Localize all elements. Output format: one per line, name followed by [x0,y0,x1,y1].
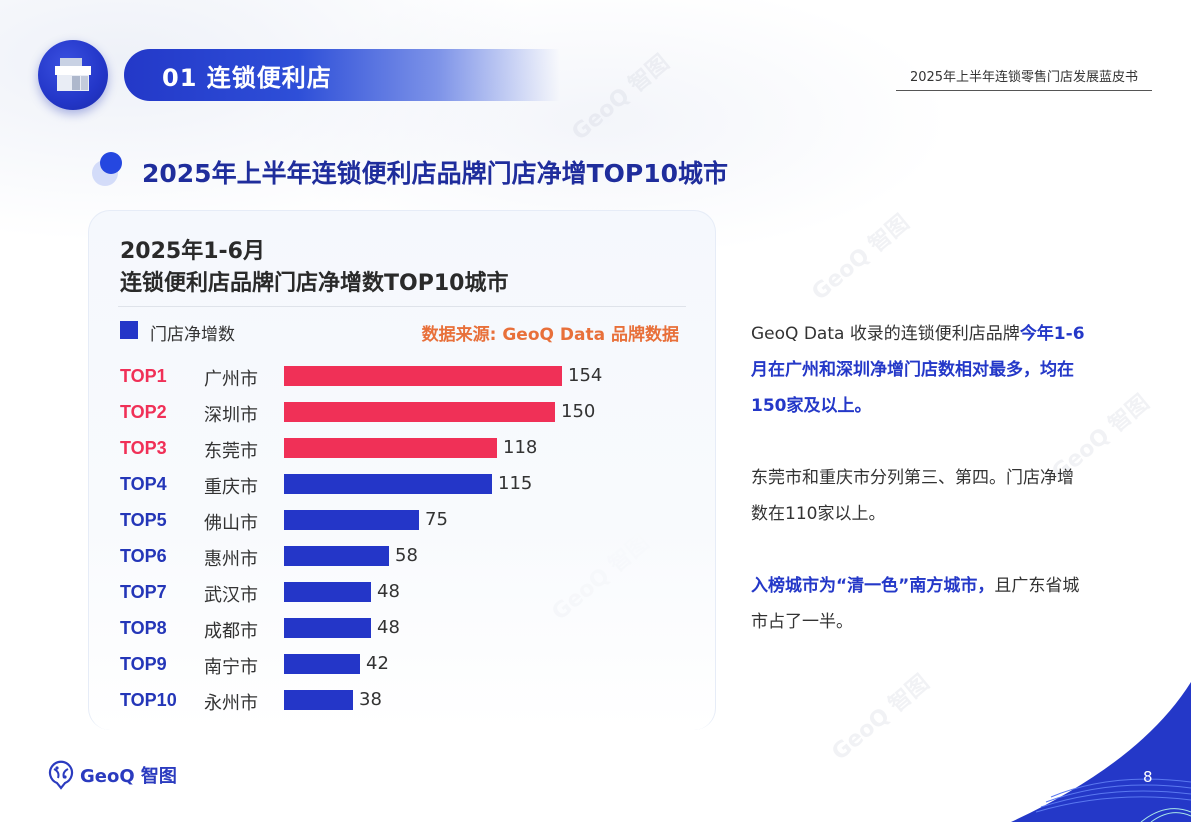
city-label: 重庆市 [204,477,258,498]
chart-row: TOP6 惠州市 58 [118,538,678,574]
rank-label: TOP3 [120,438,167,458]
note-highlight: 今年1-6月在广州和深圳净增门店数相对最多，均在150家及以上。 [751,324,1085,416]
city-label: 武汉市 [204,585,258,606]
rank-label: TOP7 [120,582,167,602]
geoq-logo: GeoQ 智图 [48,760,177,790]
logo-text: GeoQ 智图 [80,766,177,787]
rank-label: TOP9 [120,654,167,674]
city-label: 广州市 [204,369,258,390]
store-icon [55,58,91,91]
value-label: 150 [561,401,596,422]
city-label: 成都市 [204,621,258,642]
chart-row: TOP3 东莞市 118 [118,430,678,466]
page-number: 8 [1143,768,1153,786]
note-paragraph: GeoQ Data 收录的连锁便利店品牌今年1-6月在广州和深圳净增门店数相对最… [751,316,1086,424]
chart-row: TOP2 深圳市 150 [118,394,678,430]
note-text: 且广东省城市占了一半。 [751,576,1080,632]
data-source: 数据来源: GeoQ Data 品牌数据 [421,325,679,345]
geoq-pin-icon [48,760,74,790]
bar [284,618,371,638]
chart-row: TOP10 永州市 38 [118,682,678,718]
bar [284,510,419,530]
value-label: 75 [425,509,448,530]
note-highlight: 入榜城市为“清一色”南方城市， [751,576,995,596]
note-text: 东莞市和重庆市分列第三、第四。门店净增数在110家以上。 [751,468,1074,524]
city-label: 永州市 [204,693,258,714]
note-text: GeoQ Data 收录的连锁便利店品牌 [751,324,1020,344]
city-label: 南宁市 [204,657,258,678]
rank-label: TOP2 [120,402,167,422]
legend-swatch [120,321,138,339]
chart-title: 连锁便利店品牌门店净增数TOP10城市 [120,271,509,296]
chart-row: TOP5 佛山市 75 [118,502,678,538]
city-label: 佛山市 [204,513,258,534]
commentary: GeoQ Data 收录的连锁便利店品牌今年1-6月在广州和深圳净增门店数相对最… [751,316,1086,676]
value-label: 154 [568,365,603,386]
value-label: 118 [503,437,538,458]
city-label: 深圳市 [204,405,258,426]
chart-row: TOP4 重庆市 115 [118,466,678,502]
section-title: 01 连锁便利店 [162,64,332,92]
chart-row: TOP9 南宁市 42 [118,646,678,682]
bar [284,690,353,710]
value-label: 48 [377,617,400,638]
bar [284,582,371,602]
rank-label: TOP4 [120,474,167,494]
legend-label: 门店净增数 [150,325,235,345]
rank-label: TOP8 [120,618,167,638]
rank-label: TOP5 [120,510,167,530]
bar [284,474,492,494]
value-label: 115 [498,473,533,494]
page-title: 2025年上半年连锁便利店品牌门店净增TOP10城市 [142,159,729,188]
rank-label: TOP6 [120,546,167,566]
value-label: 38 [359,689,382,710]
bar [284,402,555,422]
chart-title-period: 2025年1-6月 [120,239,265,264]
bar [284,366,562,386]
heading-bullet-icon [92,152,132,192]
report-title: 2025年上半年连锁零售门店发展蓝皮书 [896,66,1152,91]
section-badge [38,40,108,110]
chart-row: TOP1 广州市 154 [118,358,678,394]
bar [284,438,497,458]
chart-row: TOP8 成都市 48 [118,610,678,646]
chart-row: TOP7 武汉市 48 [118,574,678,610]
note-paragraph: 东莞市和重庆市分列第三、第四。门店净增数在110家以上。 [751,460,1086,532]
section-banner [124,49,560,101]
bar [284,654,360,674]
divider [118,306,686,307]
value-label: 58 [395,545,418,566]
bar [284,546,389,566]
city-label: 惠州市 [204,549,258,570]
city-label: 东莞市 [204,441,258,462]
chart-card [88,210,716,730]
rank-label: TOP1 [120,366,167,386]
value-label: 42 [366,653,389,674]
note-paragraph: 入榜城市为“清一色”南方城市，且广东省城市占了一半。 [751,568,1086,640]
bar-chart: TOP1 广州市 154 TOP2 深圳市 150 TOP3 东莞市 118 TOP4 重庆市… [118,358,678,718]
corner-decoration [1011,682,1191,822]
rank-label: TOP10 [120,690,177,710]
value-label: 48 [377,581,400,602]
